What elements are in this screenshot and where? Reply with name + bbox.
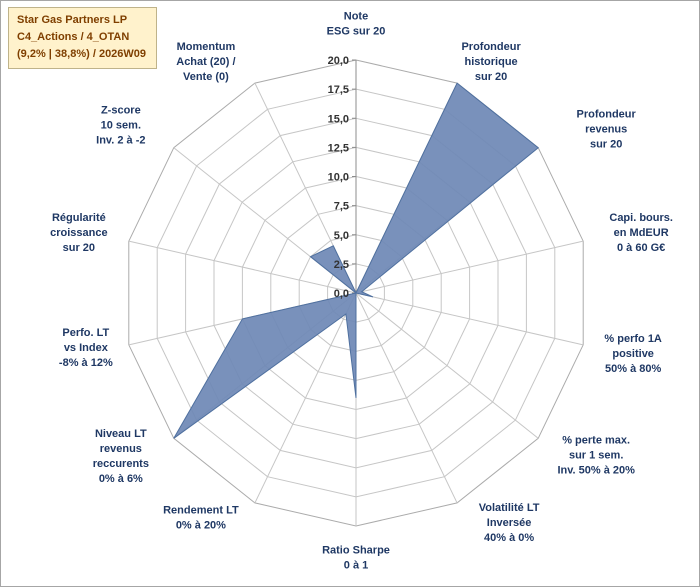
axis-label: Momentum Achat (20) / Vente (0) xyxy=(176,41,235,83)
value-axis-tick-label: 10,0 xyxy=(328,172,349,184)
axis-label: Z-score 10 sem. Inv. 2 à -2 xyxy=(96,105,145,147)
radar-spoke xyxy=(355,292,584,346)
legend-box: Star Gas Partners LP C4_Actions / 4_OTAN… xyxy=(8,7,158,69)
value-axis-tick-label: 15,0 xyxy=(328,113,349,125)
value-axis xyxy=(352,59,357,294)
radar-spoke xyxy=(128,240,357,294)
axis-label: % perte max. sur 1 sem. Inv. 50% à 20% xyxy=(557,434,635,476)
data-polygon xyxy=(173,82,539,439)
value-axis-tick-label: 12,5 xyxy=(328,142,349,154)
radar-spoke xyxy=(355,240,584,294)
axis-label: Niveau LT revenus reccurents 0% à 6% xyxy=(93,428,149,485)
category-labels: Note ESG sur 20 Profondeur historique sur 20… xyxy=(50,11,673,572)
axis-label: Profondeur historique sur 20 xyxy=(461,41,521,83)
axis-label: Volatilité LT Inversée 40% à 0% xyxy=(479,502,540,544)
axis-label: Profondeur revenus sur 20 xyxy=(577,109,637,151)
radar-spoke xyxy=(254,292,357,504)
value-axis-labels: 0,0 2,5 5,0 7,5 10,0 12,5 15,0 17,5 20,0 xyxy=(328,55,349,300)
value-axis-tick-label: 20,0 xyxy=(328,55,349,67)
value-axis-tick-label: 2,5 xyxy=(334,259,349,271)
axis-label: % perfo 1A positive 50% à 80% xyxy=(604,333,662,375)
axis-label: Régularité croissance sur 20 xyxy=(50,212,107,254)
value-axis-tick-label: 5,0 xyxy=(334,230,349,242)
legend-line-strategy: C4_Actions / 4_OTAN xyxy=(17,31,130,43)
legend-line-fund-name: Star Gas Partners LP xyxy=(17,14,128,26)
legend-line-stats: (9,2% | 38,8%) / 2026W09 xyxy=(17,48,147,60)
radar-spoke xyxy=(355,292,539,439)
radar-spoke xyxy=(355,292,458,504)
axis-label: Note ESG sur 20 xyxy=(327,11,386,38)
value-axis-tick-label: 0,0 xyxy=(334,288,349,300)
value-axis-tick-label: 17,5 xyxy=(328,84,349,96)
axis-label: Capi. bours. en MdEUR 0 à 60 G€ xyxy=(609,212,673,254)
axis-label: Perfo. LT vs Index -8% à 12% xyxy=(59,327,113,369)
value-axis-tick-label: 7,5 xyxy=(334,201,349,213)
axis-label: Rendement LT 0% à 20% xyxy=(163,504,239,531)
axis-label: Ratio Sharpe 0 à 1 xyxy=(322,545,390,572)
